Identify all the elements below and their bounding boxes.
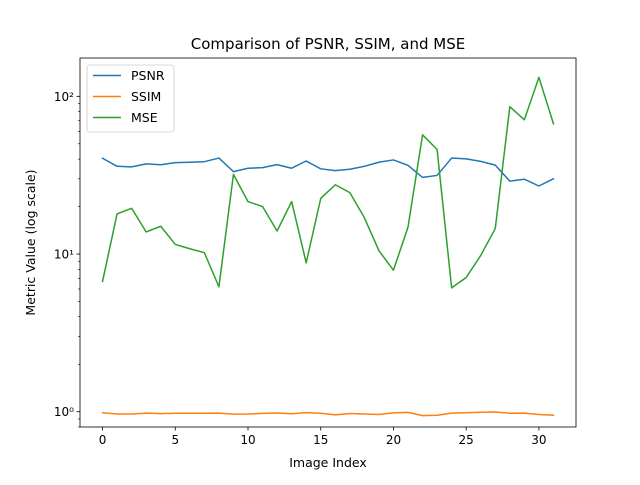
legend-label-ssim: SSIM xyxy=(131,89,161,104)
chart-title: Comparison of PSNR, SSIM, and MSE xyxy=(191,35,465,53)
x-tick-label: 5 xyxy=(171,433,179,447)
y-axis-title: Metric Value (log scale) xyxy=(23,169,38,315)
legend-box xyxy=(86,64,175,133)
x-tick-label: 15 xyxy=(313,433,328,447)
x-axis-title: Image Index xyxy=(289,455,367,470)
legend: PSNR SSIM MSE xyxy=(86,64,175,133)
x-tick-label: 20 xyxy=(386,433,401,447)
legend-label-psnr: PSNR xyxy=(131,68,165,83)
series-line-psnr xyxy=(101,157,555,187)
x-tick-label: 10 xyxy=(240,433,255,447)
x-axis-ticks: 0 5 10 15 20 25 30 xyxy=(99,427,547,447)
plot-frame xyxy=(79,57,577,428)
y-tick-label: 10¹ xyxy=(54,248,74,262)
x-tick-label: 0 xyxy=(99,433,107,447)
y-axis-ticks: 10⁰ 10¹ 10² xyxy=(54,90,80,428)
series-line-mse xyxy=(101,76,555,289)
y-tick-label: 10² xyxy=(54,90,74,104)
y-tick-label: 10⁰ xyxy=(54,405,74,419)
legend-label-mse: MSE xyxy=(131,110,158,125)
x-tick-label: 30 xyxy=(531,433,546,447)
series-line-ssim xyxy=(101,411,555,417)
series-lines xyxy=(101,76,555,417)
x-tick-label: 25 xyxy=(459,433,474,447)
